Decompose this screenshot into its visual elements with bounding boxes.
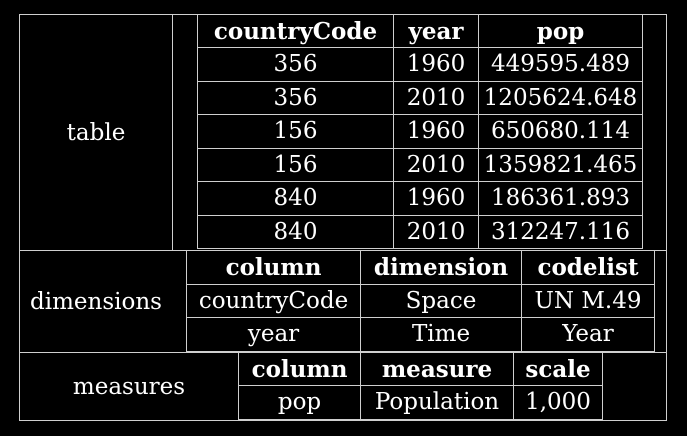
table-cell: 1205624.648 [483, 84, 638, 111]
rule [513, 352, 514, 420]
rule [360, 352, 361, 420]
dimensions-cell: Year [562, 321, 614, 347]
measures-cell: Population [374, 389, 500, 415]
dimensions-header-column: column [225, 254, 322, 281]
dimensions-header-codelist: codelist [537, 254, 639, 281]
rule [654, 250, 655, 352]
dimensions-cell: year [247, 321, 300, 347]
table-header-countrycode: countryCode [213, 17, 378, 45]
rule [19, 420, 667, 421]
rule [197, 181, 643, 182]
rule [186, 284, 655, 285]
dimensions-cell: Space [405, 287, 477, 314]
rule [666, 14, 667, 421]
rule [186, 250, 187, 352]
table-cell: 356 [273, 51, 318, 77]
table-cell: 840 [273, 218, 318, 245]
rule [642, 14, 643, 249]
section-label-measures: measures [72, 373, 186, 400]
table-cell: 1960 [406, 118, 466, 144]
table-cell: 186361.893 [490, 185, 630, 211]
dimensions-cell: countryCode [198, 287, 349, 314]
rule [521, 250, 522, 352]
table-cell: 156 [273, 151, 318, 178]
table-cell: 650680.114 [490, 118, 630, 144]
measures-header-measure: measure [381, 355, 493, 383]
table-cell: 156 [273, 118, 318, 144]
table-cell: 840 [273, 185, 318, 211]
rule [478, 14, 479, 249]
rule [197, 81, 643, 82]
dimensions-cell: Time [411, 321, 471, 347]
table-cell: 312247.116 [490, 218, 630, 245]
rule [186, 351, 655, 352]
rule [172, 14, 173, 251]
rule [197, 114, 643, 115]
table-cell: 2010 [406, 151, 466, 178]
section-label-dimensions: dimensions [30, 288, 162, 315]
table-header-pop: pop [536, 17, 585, 45]
rule [197, 47, 643, 48]
rule [238, 385, 603, 386]
rule [186, 317, 655, 318]
rule [238, 352, 239, 420]
table-cell: 1359821.465 [483, 151, 638, 178]
rule [197, 215, 643, 216]
dimensions-cell: UN M.49 [534, 287, 642, 314]
rule [602, 352, 603, 420]
rule [238, 419, 603, 420]
rule [360, 250, 361, 352]
table-cell: 1960 [406, 185, 466, 211]
table-cell: 2010 [406, 84, 466, 111]
table-cell: 2010 [406, 218, 466, 245]
measures-cell: pop [277, 389, 322, 415]
dimensions-header-dimension: dimension [373, 254, 509, 281]
section-label-table: table [66, 119, 126, 146]
rule [19, 14, 20, 421]
rule [186, 250, 655, 251]
table-cell: 449595.489 [490, 51, 630, 77]
measures-header-column: column [251, 355, 348, 383]
rule [197, 248, 643, 249]
table-cell: 356 [273, 84, 318, 111]
table-header-year: year [408, 17, 464, 45]
measures-header-scale: scale [525, 355, 591, 383]
rule [238, 352, 603, 353]
measures-cell: 1,000 [525, 389, 591, 415]
rule [393, 14, 394, 249]
table-cell: 1960 [406, 51, 466, 77]
rule [197, 148, 643, 149]
rule [197, 14, 198, 249]
rule [197, 14, 643, 15]
